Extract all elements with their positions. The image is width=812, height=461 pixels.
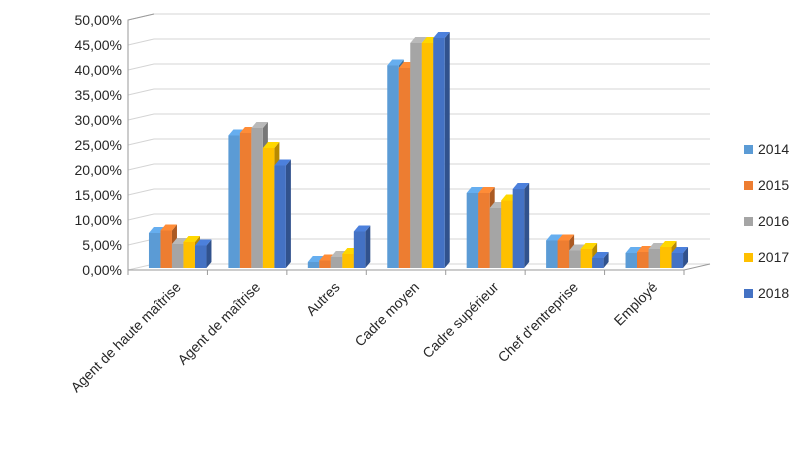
y-tick-label: 30,00% <box>75 112 122 128</box>
legend-item: 2017 <box>744 249 789 265</box>
y-tick-label: 20,00% <box>75 162 122 178</box>
x-category-label: Employé <box>611 279 661 329</box>
legend: 2014 2015 2016 2017 2018 <box>744 141 789 301</box>
y-tick-label: 0,00% <box>82 262 122 278</box>
y-tick-label: 35,00% <box>75 87 122 103</box>
y-tick-label: 15,00% <box>75 187 122 203</box>
y-tick-label: 45,00% <box>75 37 122 53</box>
gridline <box>127 38 710 46</box>
legend-label: 2017 <box>758 249 789 265</box>
bar <box>433 32 450 268</box>
gridline <box>127 63 710 71</box>
legend-swatch <box>744 217 753 226</box>
x-category-label: Autres <box>303 279 343 319</box>
axes <box>127 13 711 275</box>
legend-swatch <box>744 289 753 298</box>
gridline <box>127 88 710 96</box>
y-tick-label: 40,00% <box>75 62 122 78</box>
bar <box>592 252 609 268</box>
y-tick-label: 5,00% <box>82 237 122 253</box>
bar <box>512 183 530 268</box>
legend-swatch <box>744 181 753 190</box>
legend-item: 2015 <box>744 177 789 193</box>
legend-item: 2016 <box>744 213 789 229</box>
y-tick-label: 10,00% <box>75 212 122 228</box>
legend-item: 2014 <box>744 141 789 157</box>
x-category-label: Cadre supérieur <box>419 279 502 362</box>
bar <box>353 225 371 268</box>
legend-label: 2015 <box>758 177 789 193</box>
y-tick-label: 25,00% <box>75 137 122 153</box>
legend-label: 2016 <box>758 213 789 229</box>
y-axis-line <box>127 13 155 270</box>
bar <box>194 239 212 268</box>
legend-label: 2014 <box>758 141 789 157</box>
bars <box>148 32 689 268</box>
x-category-label: Agent de maîtrise <box>174 279 263 368</box>
x-category-label: Agent de haute maîtrise <box>67 279 184 396</box>
x-category-label: Chef d'entreprise <box>495 279 582 366</box>
legend-swatch <box>744 145 753 154</box>
x-category-label: Cadre moyen <box>351 279 422 350</box>
legend-label: 2018 <box>758 285 789 301</box>
gridline <box>127 138 710 146</box>
y-axis-tick-labels: 0,00% 5,00% 10,00% 15,00% 20,00% 25,00% 30,00%… <box>75 12 122 278</box>
gridline <box>127 113 710 121</box>
y-tick-label: 50,00% <box>75 12 122 28</box>
bar <box>274 159 291 268</box>
legend-swatch <box>744 253 753 262</box>
bar <box>671 247 689 268</box>
gridline <box>127 163 710 171</box>
legend-item: 2018 <box>744 285 789 301</box>
